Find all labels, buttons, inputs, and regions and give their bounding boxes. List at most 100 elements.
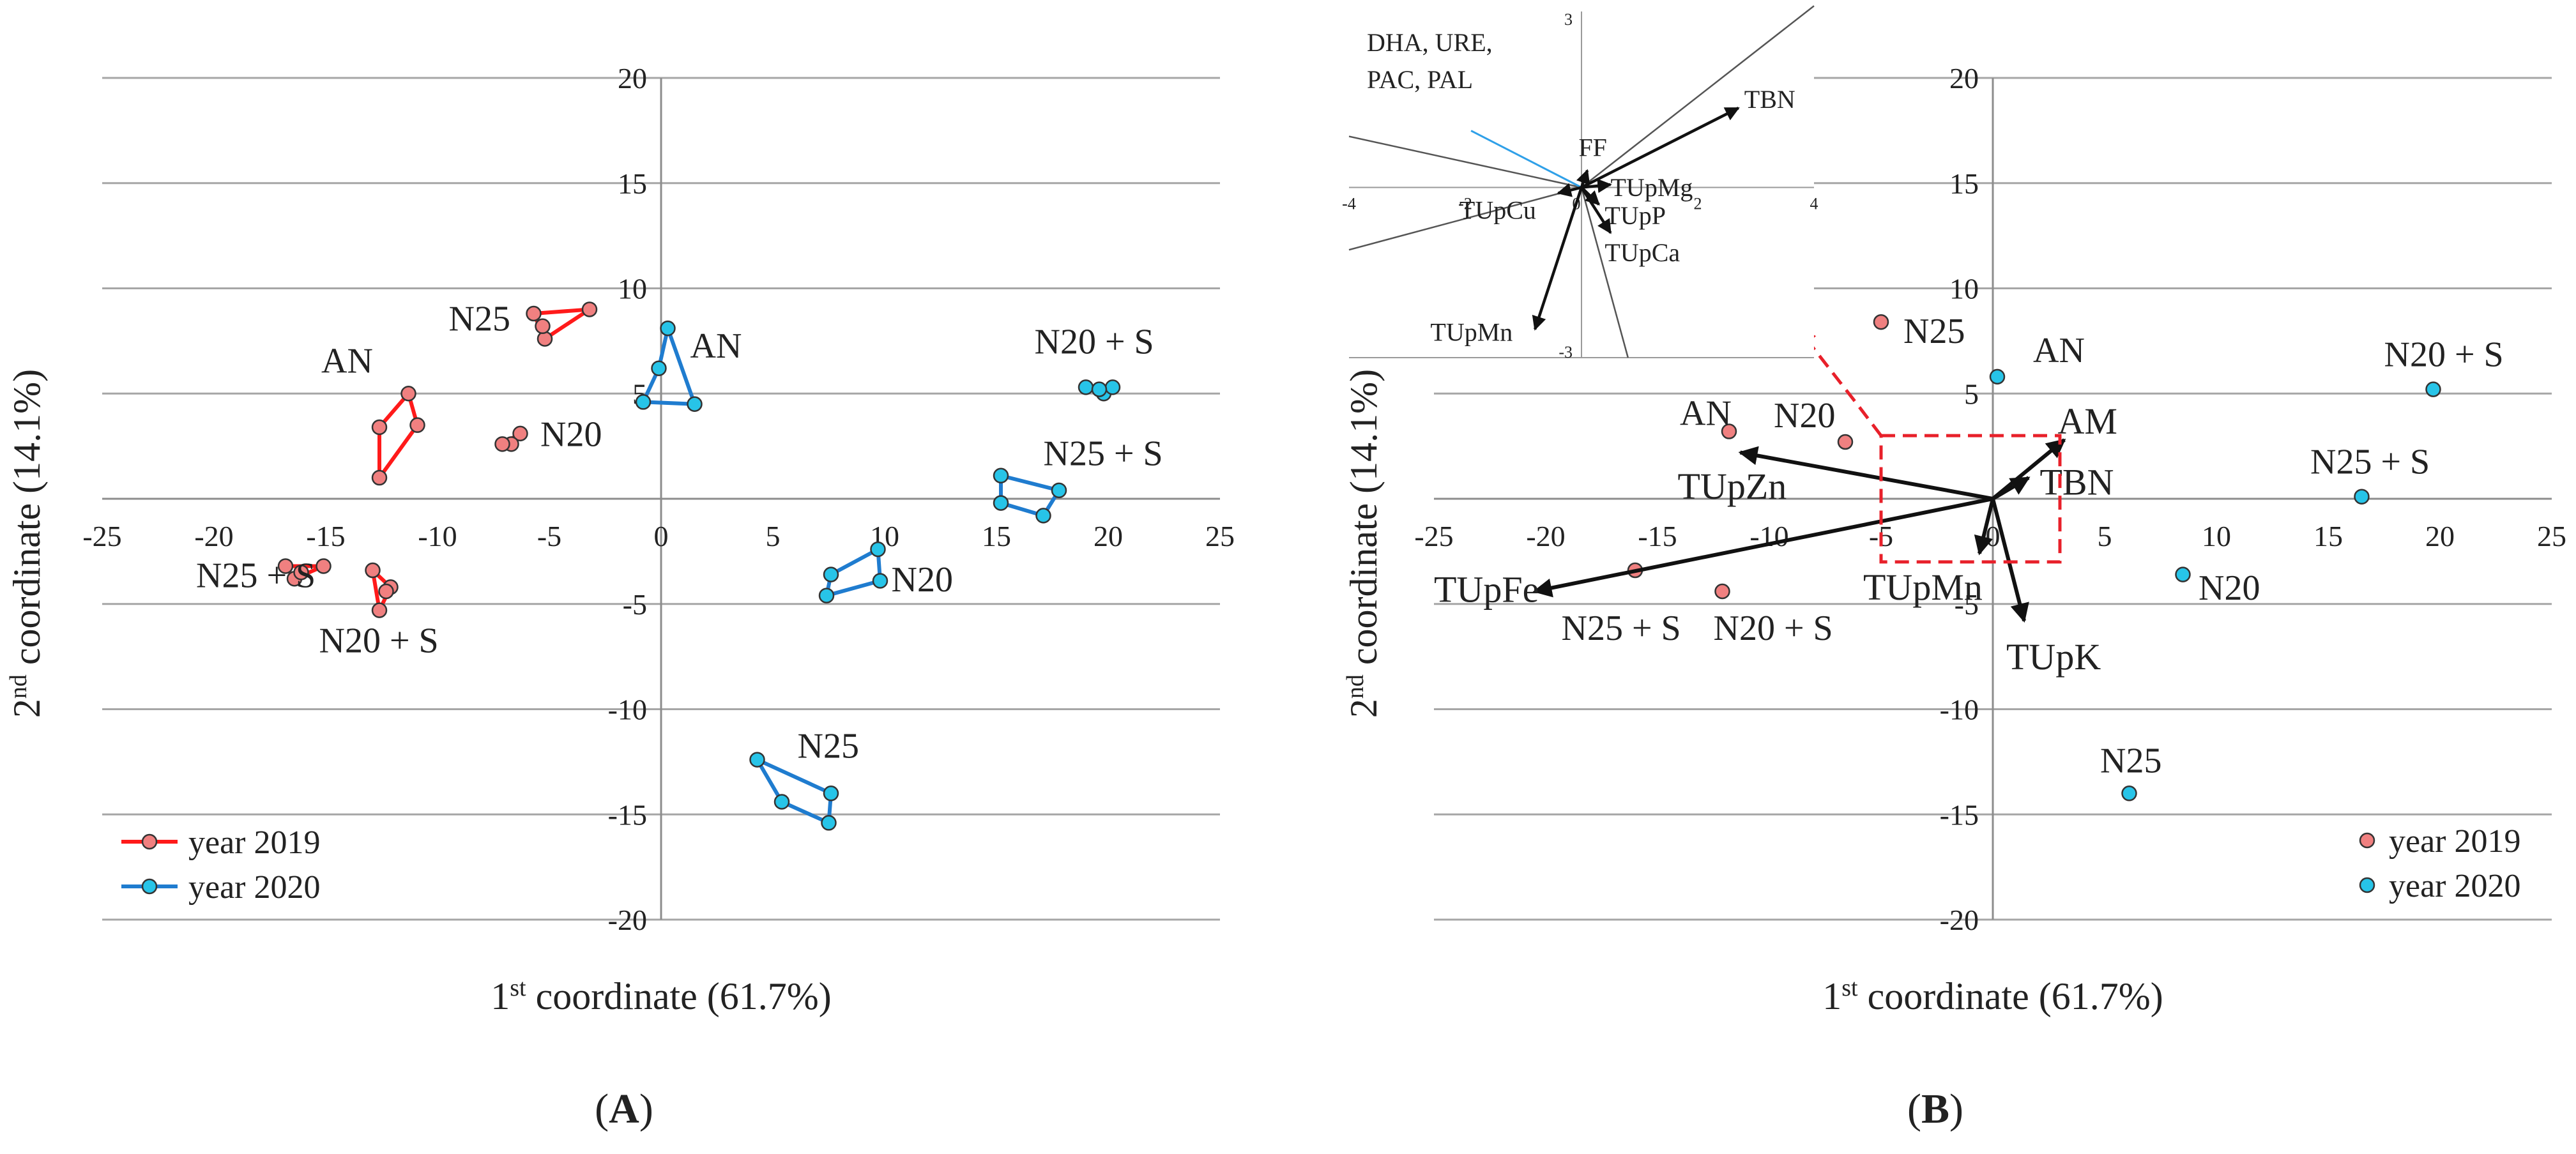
x-tick-label: -25 (82, 520, 121, 552)
inset-vector-label: FF (1578, 133, 1607, 162)
loading-vector (1738, 446, 1993, 501)
x-tick-label: -15 (306, 520, 345, 552)
x-tick-label: -15 (1638, 520, 1677, 552)
inset-vector-line (1348, 186, 1582, 251)
group-label: AN (321, 341, 373, 381)
data-point-2019 (371, 419, 388, 436)
vector-label: TUpMn (1863, 566, 1983, 608)
inset-loading-vector (1580, 107, 1740, 189)
data-point-2019 (400, 386, 416, 402)
point-label: N25 + S (2310, 442, 2430, 482)
data-point-2019 (1721, 423, 1737, 439)
inset-x-tick-label: 4 (1810, 195, 1818, 213)
data-point-2019 (371, 469, 388, 486)
inset-vector-label: TUpMn (1430, 317, 1513, 346)
inset-loading-vector (1557, 183, 1582, 197)
y-axis-label-sup: nd (1342, 674, 1369, 699)
inset-group-label: DHA, URE, (1367, 28, 1493, 57)
data-point-2019 (365, 562, 381, 579)
legend-label: year 2020 (2389, 868, 2520, 904)
x-tick-label: 20 (1094, 520, 1123, 552)
y-tick-label: -20 (608, 904, 647, 936)
zoom-box (1879, 434, 2062, 564)
vector-label: TUpK (2006, 636, 2101, 678)
y-tick-label: -15 (1940, 798, 1979, 831)
data-point-2019 (316, 558, 332, 574)
point-label: AN (1680, 394, 1732, 434)
data-point-2020 (993, 495, 1009, 511)
data-point-2020 (774, 794, 790, 810)
y-tick-label: -10 (1940, 694, 1979, 726)
data-point-2020 (818, 588, 835, 604)
y-axis-label-number: 2 (1343, 699, 1385, 718)
y-tick-label: -5 (1955, 588, 1979, 621)
x-axis-label-number: 1 (491, 975, 510, 1017)
inset-vector-label: TBN (1744, 85, 1795, 114)
inset-x-tick-label: 2 (1694, 195, 1702, 213)
data-point-2020 (2121, 786, 2137, 801)
x-tick-label: -5 (537, 520, 561, 552)
x-tick-label: 15 (2313, 520, 2343, 552)
data-point-2019 (526, 305, 542, 322)
data-point-2020 (660, 320, 676, 337)
data-point-2019 (1837, 434, 1854, 450)
panel-label-close: ) (1949, 1086, 1963, 1132)
data-point-2019 (581, 301, 598, 317)
legend-marker-y2020 (141, 878, 158, 895)
group-label: N25 + S (196, 556, 316, 595)
y-tick-label: 15 (1949, 167, 1979, 200)
panel-a: -25 -20 -15 -10 -5 0 5 10 15 20 25-20-15-10-551015… (5, 62, 1235, 1132)
data-point-2020 (2175, 566, 2191, 582)
loading-vector (1992, 438, 2066, 501)
point-label: N25 (2100, 741, 2161, 780)
data-point-2020 (635, 394, 652, 410)
inset-vector-line (1348, 135, 1582, 188)
vector-label: TBN (2040, 461, 2114, 503)
y-tick-label: 10 (1949, 273, 1979, 305)
loading-vector (1532, 497, 1993, 598)
inset-loading-vector (1580, 186, 1612, 234)
x-axis-label-text: coordinate (61.7%) (1858, 975, 2163, 1017)
inset-loading-vector (1581, 178, 1612, 194)
group-label: N20 (540, 415, 602, 455)
group-hull-2020 (999, 473, 1061, 518)
point-label: N20 + S (2384, 335, 2504, 374)
point-label: N20 (2199, 568, 2260, 608)
y-axis-label: 2nd coordinate (14.1%) (1342, 369, 1385, 718)
x-tick-label: -20 (194, 520, 233, 552)
y-tick-label: 15 (618, 167, 647, 200)
panel-label-close: ) (639, 1086, 653, 1132)
data-point-2020 (1104, 379, 1121, 395)
data-point-2019 (371, 602, 388, 618)
x-axis-label: 1st coordinate (61.7%) (491, 975, 832, 1017)
point-label: AN (2033, 331, 2085, 370)
group-hull-2020 (755, 757, 833, 825)
x-tick-label: 15 (982, 520, 1011, 552)
point-label: N20 (1774, 396, 1835, 436)
x-tick-label: 25 (2537, 520, 2566, 552)
data-point-2019 (1714, 583, 1730, 600)
inset-vector-label: TUpCu (1459, 195, 1536, 224)
group-label: N25 + S (1044, 434, 1163, 473)
y-tick-label: -15 (608, 798, 647, 831)
y-tick-label: 5 (1964, 377, 1979, 410)
inset-vector-line (1581, 5, 1815, 188)
inset-vector-label: TUpP (1604, 201, 1666, 230)
x-axis-label-number: 1 (1822, 975, 1841, 1017)
data-point-2019 (293, 565, 309, 581)
panel-b: -25 -20 -15 -10 -5 0 5 10 15 20 25-20-15-10-551015… (1342, 0, 2566, 1132)
inset-highlight-line (1470, 130, 1582, 188)
x-tick-label: 5 (2098, 520, 2112, 552)
y-axis-label-number: 2 (6, 699, 48, 718)
x-tick-label: 25 (1205, 520, 1235, 552)
x-tick-label: 5 (766, 520, 781, 552)
panel-label-open: ( (595, 1086, 609, 1132)
data-point-2019 (1873, 314, 1889, 330)
inset-y-tick-label: -3 (1559, 343, 1573, 361)
data-point-2020 (993, 467, 1009, 484)
point-label: N25 (1903, 312, 1965, 351)
vector-label: AM (2058, 400, 2117, 442)
x-axis-label-text: coordinate (61.7%) (526, 975, 832, 1017)
